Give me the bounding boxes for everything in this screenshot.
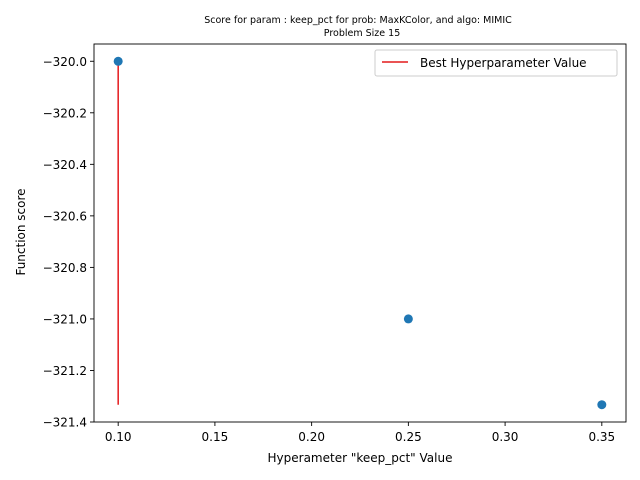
legend-best-line-label: Best Hyperparameter Value [420, 56, 587, 70]
y-axis-label: Function score [14, 188, 28, 275]
x-axis-ticks: 0.10 0.15 0.20 0.25 0.30 0.35 [105, 422, 615, 444]
legend: Best Hyperparameter Value [374, 49, 618, 77]
chart-title: Score for param : keep_pct for prob: Max… [204, 15, 512, 26]
data-point-1 [403, 314, 413, 324]
legend-box [374, 49, 618, 77]
y-tick-label: −320.2 [43, 106, 87, 120]
data-point-0 [113, 56, 123, 66]
data-point-2 [597, 400, 607, 410]
y-axis-ticks: −320.0 −320.2 −320.4 −320.6 −320.8 −321.0 −321… [43, 55, 94, 430]
plot-area [93, 43, 627, 423]
y-tick-label: −320.8 [43, 261, 87, 275]
x-tick-label: 0.25 [395, 430, 422, 444]
axes-frame [93, 43, 627, 423]
y-tick-label: −321.4 [43, 416, 87, 430]
y-tick-label: −320.6 [43, 209, 87, 223]
x-tick-label: 0.15 [202, 430, 229, 444]
x-tick-label: 0.20 [298, 430, 325, 444]
y-tick-label: −320.0 [43, 55, 87, 69]
x-axis-label: Hyperameter "keep_pct" Value [268, 451, 453, 465]
y-tick-label: −320.4 [43, 158, 87, 172]
chart-subtitle: Problem Size 15 [324, 28, 400, 39]
x-tick-label: 0.35 [588, 430, 615, 444]
x-tick-label: 0.30 [492, 430, 519, 444]
y-tick-label: −321.2 [43, 364, 87, 378]
x-tick-label: 0.10 [105, 430, 132, 444]
y-tick-label: −321.0 [43, 312, 87, 326]
